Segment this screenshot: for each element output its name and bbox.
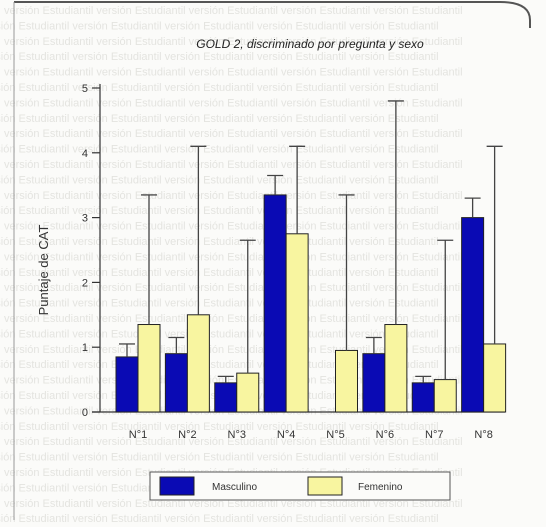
watermark-row: versión Estudiantil versión Estudiantil … bbox=[0, 82, 439, 94]
y-tick-label: 3 bbox=[82, 213, 88, 225]
y-axis-label: Puntaje de CAT bbox=[36, 225, 51, 316]
bar-masculino bbox=[411, 382, 435, 413]
y-tick-label: 4 bbox=[82, 148, 88, 160]
legend-label-masculino: Masculino bbox=[212, 482, 257, 493]
watermark-row: versión Estudiantil versión Estudiantil … bbox=[0, 452, 439, 464]
bar-femenino bbox=[236, 372, 260, 413]
x-tick-label: N°8 bbox=[474, 429, 492, 441]
legend-swatch-femenino bbox=[307, 476, 343, 496]
watermark-row: versión Estudiantil versión Estudiantil … bbox=[0, 328, 439, 340]
watermark-row: versión Estudiantil versión Estudiantil … bbox=[0, 421, 439, 433]
legend-box bbox=[149, 471, 451, 501]
x-tick-label: N°3 bbox=[228, 429, 246, 441]
bar-femenino bbox=[483, 343, 507, 413]
bar-masculino bbox=[115, 356, 139, 413]
bar-femenino bbox=[285, 233, 309, 413]
watermark-texture: versión Estudiantil versión Estudiantil … bbox=[0, 5, 463, 525]
bar-femenino bbox=[137, 324, 161, 413]
bar-series bbox=[115, 194, 507, 413]
watermark-row: versión Estudiantil versión Estudiantil … bbox=[4, 221, 463, 233]
legend-label-femenino: Femenino bbox=[358, 482, 403, 493]
watermark-row: versión Estudiantil versión Estudiantil … bbox=[0, 20, 439, 32]
watermark-row: versión Estudiantil versión Estudiantil … bbox=[4, 36, 463, 48]
watermark-row: versión Estudiantil versión Estudiantil … bbox=[4, 251, 463, 263]
watermark-row: versión Estudiantil versión Estudiantil … bbox=[0, 513, 439, 525]
x-tick-label: N°7 bbox=[425, 429, 443, 441]
watermark-row: versión Estudiantil versión Estudiantil … bbox=[0, 205, 439, 217]
watermark-row: versión Estudiantil versión Estudiantil … bbox=[0, 298, 439, 310]
bar-femenino bbox=[433, 379, 457, 413]
watermark-row: versión Estudiantil versión Estudiantil … bbox=[4, 128, 463, 140]
watermark-row: versión Estudiantil versión Estudiantil … bbox=[4, 190, 463, 202]
y-tick-labels: 0 1 2 3 4 5 bbox=[82, 83, 88, 419]
chart-title: GOLD 2, discriminado por pregunta y sexo bbox=[196, 37, 424, 51]
y-tick-label: 1 bbox=[82, 342, 88, 354]
x-tick-labels: N°1 N°2 N°3 N°4 N°5 N°6 N°7 N°8 bbox=[129, 429, 493, 441]
watermark-row: versión Estudiantil versión Estudiantil … bbox=[0, 51, 439, 63]
bar-femenino bbox=[335, 349, 358, 413]
watermark-row: versión Estudiantil versión Estudiantil … bbox=[4, 282, 463, 294]
watermark-row: versión Estudiantil versión Estudiantil … bbox=[0, 359, 439, 371]
watermark-row: versión Estudiantil versión Estudiantil … bbox=[4, 159, 463, 171]
legend: Masculino Femenino bbox=[149, 471, 451, 501]
x-tick-label: N°1 bbox=[129, 429, 147, 441]
watermark-row: versión Estudiantil versión Estudiantil … bbox=[4, 97, 463, 109]
bar-femenino bbox=[186, 314, 210, 413]
bar-masculino bbox=[263, 194, 287, 413]
watermark-row: versión Estudiantil versión Estudiantil … bbox=[4, 313, 463, 325]
bar-femenino bbox=[384, 324, 408, 413]
x-tick-label: N°4 bbox=[277, 429, 295, 441]
watermark-row: versión Estudiantil versión Estudiantil … bbox=[0, 113, 439, 125]
bar-masculino bbox=[214, 382, 238, 413]
bar-masculino bbox=[362, 353, 386, 413]
x-tick-label: N°6 bbox=[376, 429, 394, 441]
legend-swatch-masculino bbox=[159, 476, 195, 496]
y-tick-label: 0 bbox=[82, 407, 88, 419]
y-tick-label: 2 bbox=[82, 277, 88, 289]
bar-masculino bbox=[164, 353, 188, 413]
watermark-row: versión Estudiantil versión Estudiantil … bbox=[4, 5, 463, 17]
watermark-row: versión Estudiantil versión Estudiantil … bbox=[0, 174, 439, 186]
y-tick-label: 5 bbox=[82, 83, 88, 95]
watermark-row: versión Estudiantil versión Estudiantil … bbox=[0, 267, 439, 279]
error-bars bbox=[119, 100, 503, 383]
watermark-row: versión Estudiantil versión Estudiantil … bbox=[4, 436, 463, 448]
watermark-row: versión Estudiantil versión Estudiantil … bbox=[4, 67, 463, 79]
watermark-row: versión Estudiantil versión Estudiantil … bbox=[0, 236, 439, 248]
x-tick-label: N°5 bbox=[326, 429, 344, 441]
watermark-row: versión Estudiantil versión Estudiantil … bbox=[0, 144, 439, 156]
frame-border bbox=[14, 1, 531, 28]
watermark-row: versión Estudiantil versión Estudiantil … bbox=[4, 498, 463, 510]
x-tick-label: N°2 bbox=[178, 429, 196, 441]
bar-masculino bbox=[461, 217, 485, 413]
